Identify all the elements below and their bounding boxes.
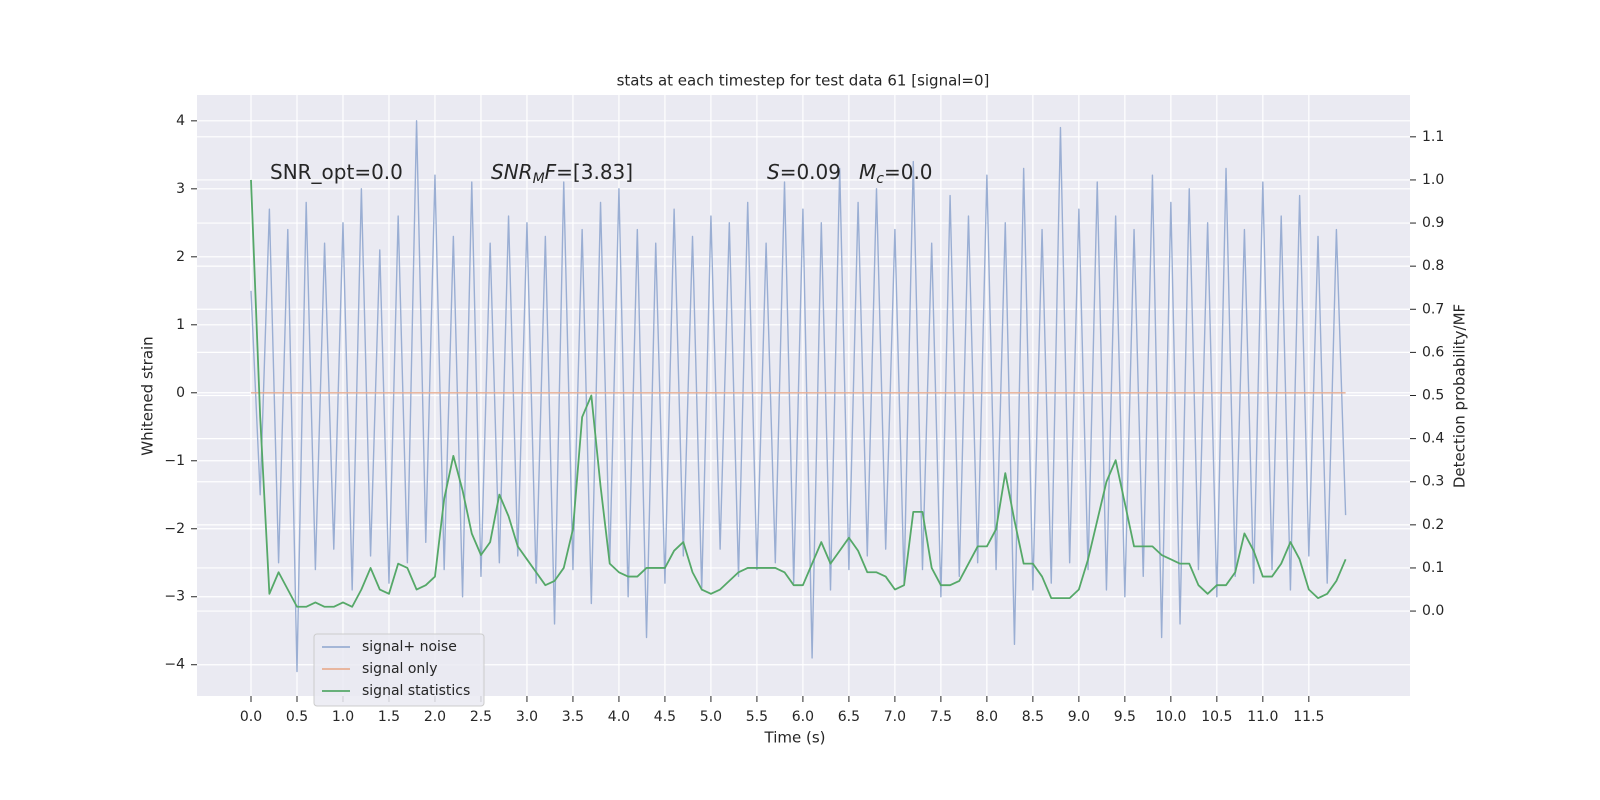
- annotation: SNR_opt=0.0: [270, 160, 403, 184]
- annotation-part: S: [767, 160, 780, 184]
- legend-label: signal only: [362, 661, 437, 677]
- y-tick-label: −1: [164, 453, 185, 469]
- y-axis-label: Whitened strain: [139, 336, 157, 455]
- x-tick-label: 9.0: [1068, 709, 1090, 725]
- annotation-part: SNR_opt=0.0: [270, 160, 403, 184]
- annotation-part: M: [533, 171, 545, 187]
- y-tick-label: 2: [176, 249, 185, 265]
- y2-tick-label: 1.1: [1422, 129, 1444, 145]
- x-tick-label: 1.5: [378, 709, 400, 725]
- y2-tick-label: 0.5: [1422, 388, 1444, 404]
- y-tick-label: 0: [176, 385, 185, 401]
- y-tick-label: 3: [176, 181, 185, 197]
- y-tick-label: −2: [164, 521, 185, 537]
- y2-tick-label: 0.8: [1422, 258, 1444, 274]
- x-tick-label: 0.0: [240, 709, 262, 725]
- annotation-part: =0.09: [780, 160, 841, 184]
- annotation: Mc=0.0: [859, 160, 933, 188]
- chart-title: stats at each timestep for test data 61 …: [617, 72, 990, 90]
- x-axis-label: Time (s): [764, 729, 826, 747]
- y2-tick-label: 0.9: [1422, 215, 1444, 231]
- y-tick-label: 4: [176, 113, 185, 129]
- annotation-part: F: [545, 160, 557, 184]
- legend-label: signal statistics: [362, 683, 470, 699]
- x-tick-label: 5.0: [700, 709, 722, 725]
- x-tick-label: 0.5: [286, 709, 308, 725]
- series-line: [250, 120, 1347, 673]
- y-tick-label: 1: [176, 317, 185, 333]
- x-tick-label: 2.5: [470, 709, 492, 725]
- y2-tick-label: 0.4: [1422, 431, 1444, 447]
- y2-axis-label: Detection probability/MF: [1451, 304, 1469, 488]
- y-tick-label: −4: [164, 657, 185, 673]
- x-tick-label: 8.0: [976, 709, 998, 725]
- annotation: S=0.09: [767, 160, 841, 184]
- x-tick-label: 10.5: [1201, 709, 1232, 725]
- x-tick-label: 10.0: [1155, 709, 1186, 725]
- x-tick-label: 7.5: [930, 709, 952, 725]
- annotation-part: SNR: [491, 160, 533, 184]
- annotation-part: c: [876, 171, 884, 187]
- annotation-part: M: [859, 160, 876, 184]
- x-tick-label: 1.0: [332, 709, 354, 725]
- y-tick-label: −3: [164, 589, 185, 605]
- x-tick-label: 6.0: [792, 709, 814, 725]
- legend-label: signal+ noise: [362, 639, 457, 655]
- x-tick-label: 6.5: [838, 709, 860, 725]
- x-tick-label: 4.5: [654, 709, 676, 725]
- y2-tick-label: 0.0: [1422, 603, 1444, 619]
- x-tick-label: 11.0: [1247, 709, 1278, 725]
- x-tick-label: 11.5: [1293, 709, 1324, 725]
- x-tick-label: 8.5: [1022, 709, 1044, 725]
- y2-tick-label: 0.7: [1422, 301, 1444, 317]
- x-tick-label: 2.0: [424, 709, 446, 725]
- annotation: SNRMF=[3.83]: [491, 160, 633, 188]
- series-line: [250, 179, 1347, 608]
- x-tick-label: 3.0: [516, 709, 538, 725]
- y2-tick-label: 0.1: [1422, 560, 1444, 576]
- y2-tick-label: 0.2: [1422, 517, 1444, 533]
- annotation-part: =[3.83]: [556, 160, 633, 184]
- legend-box: [313, 633, 485, 707]
- y2-tick-label: 1.0: [1422, 172, 1444, 188]
- x-tick-label: 9.5: [1114, 709, 1136, 725]
- x-tick-label: 5.5: [746, 709, 768, 725]
- x-tick-label: 7.0: [884, 709, 906, 725]
- annotation-part: =0.0: [884, 160, 933, 184]
- x-tick-label: 3.5: [562, 709, 584, 725]
- y2-tick-label: 0.6: [1422, 344, 1444, 360]
- y2-tick-label: 0.3: [1422, 474, 1444, 490]
- x-tick-label: 4.0: [608, 709, 630, 725]
